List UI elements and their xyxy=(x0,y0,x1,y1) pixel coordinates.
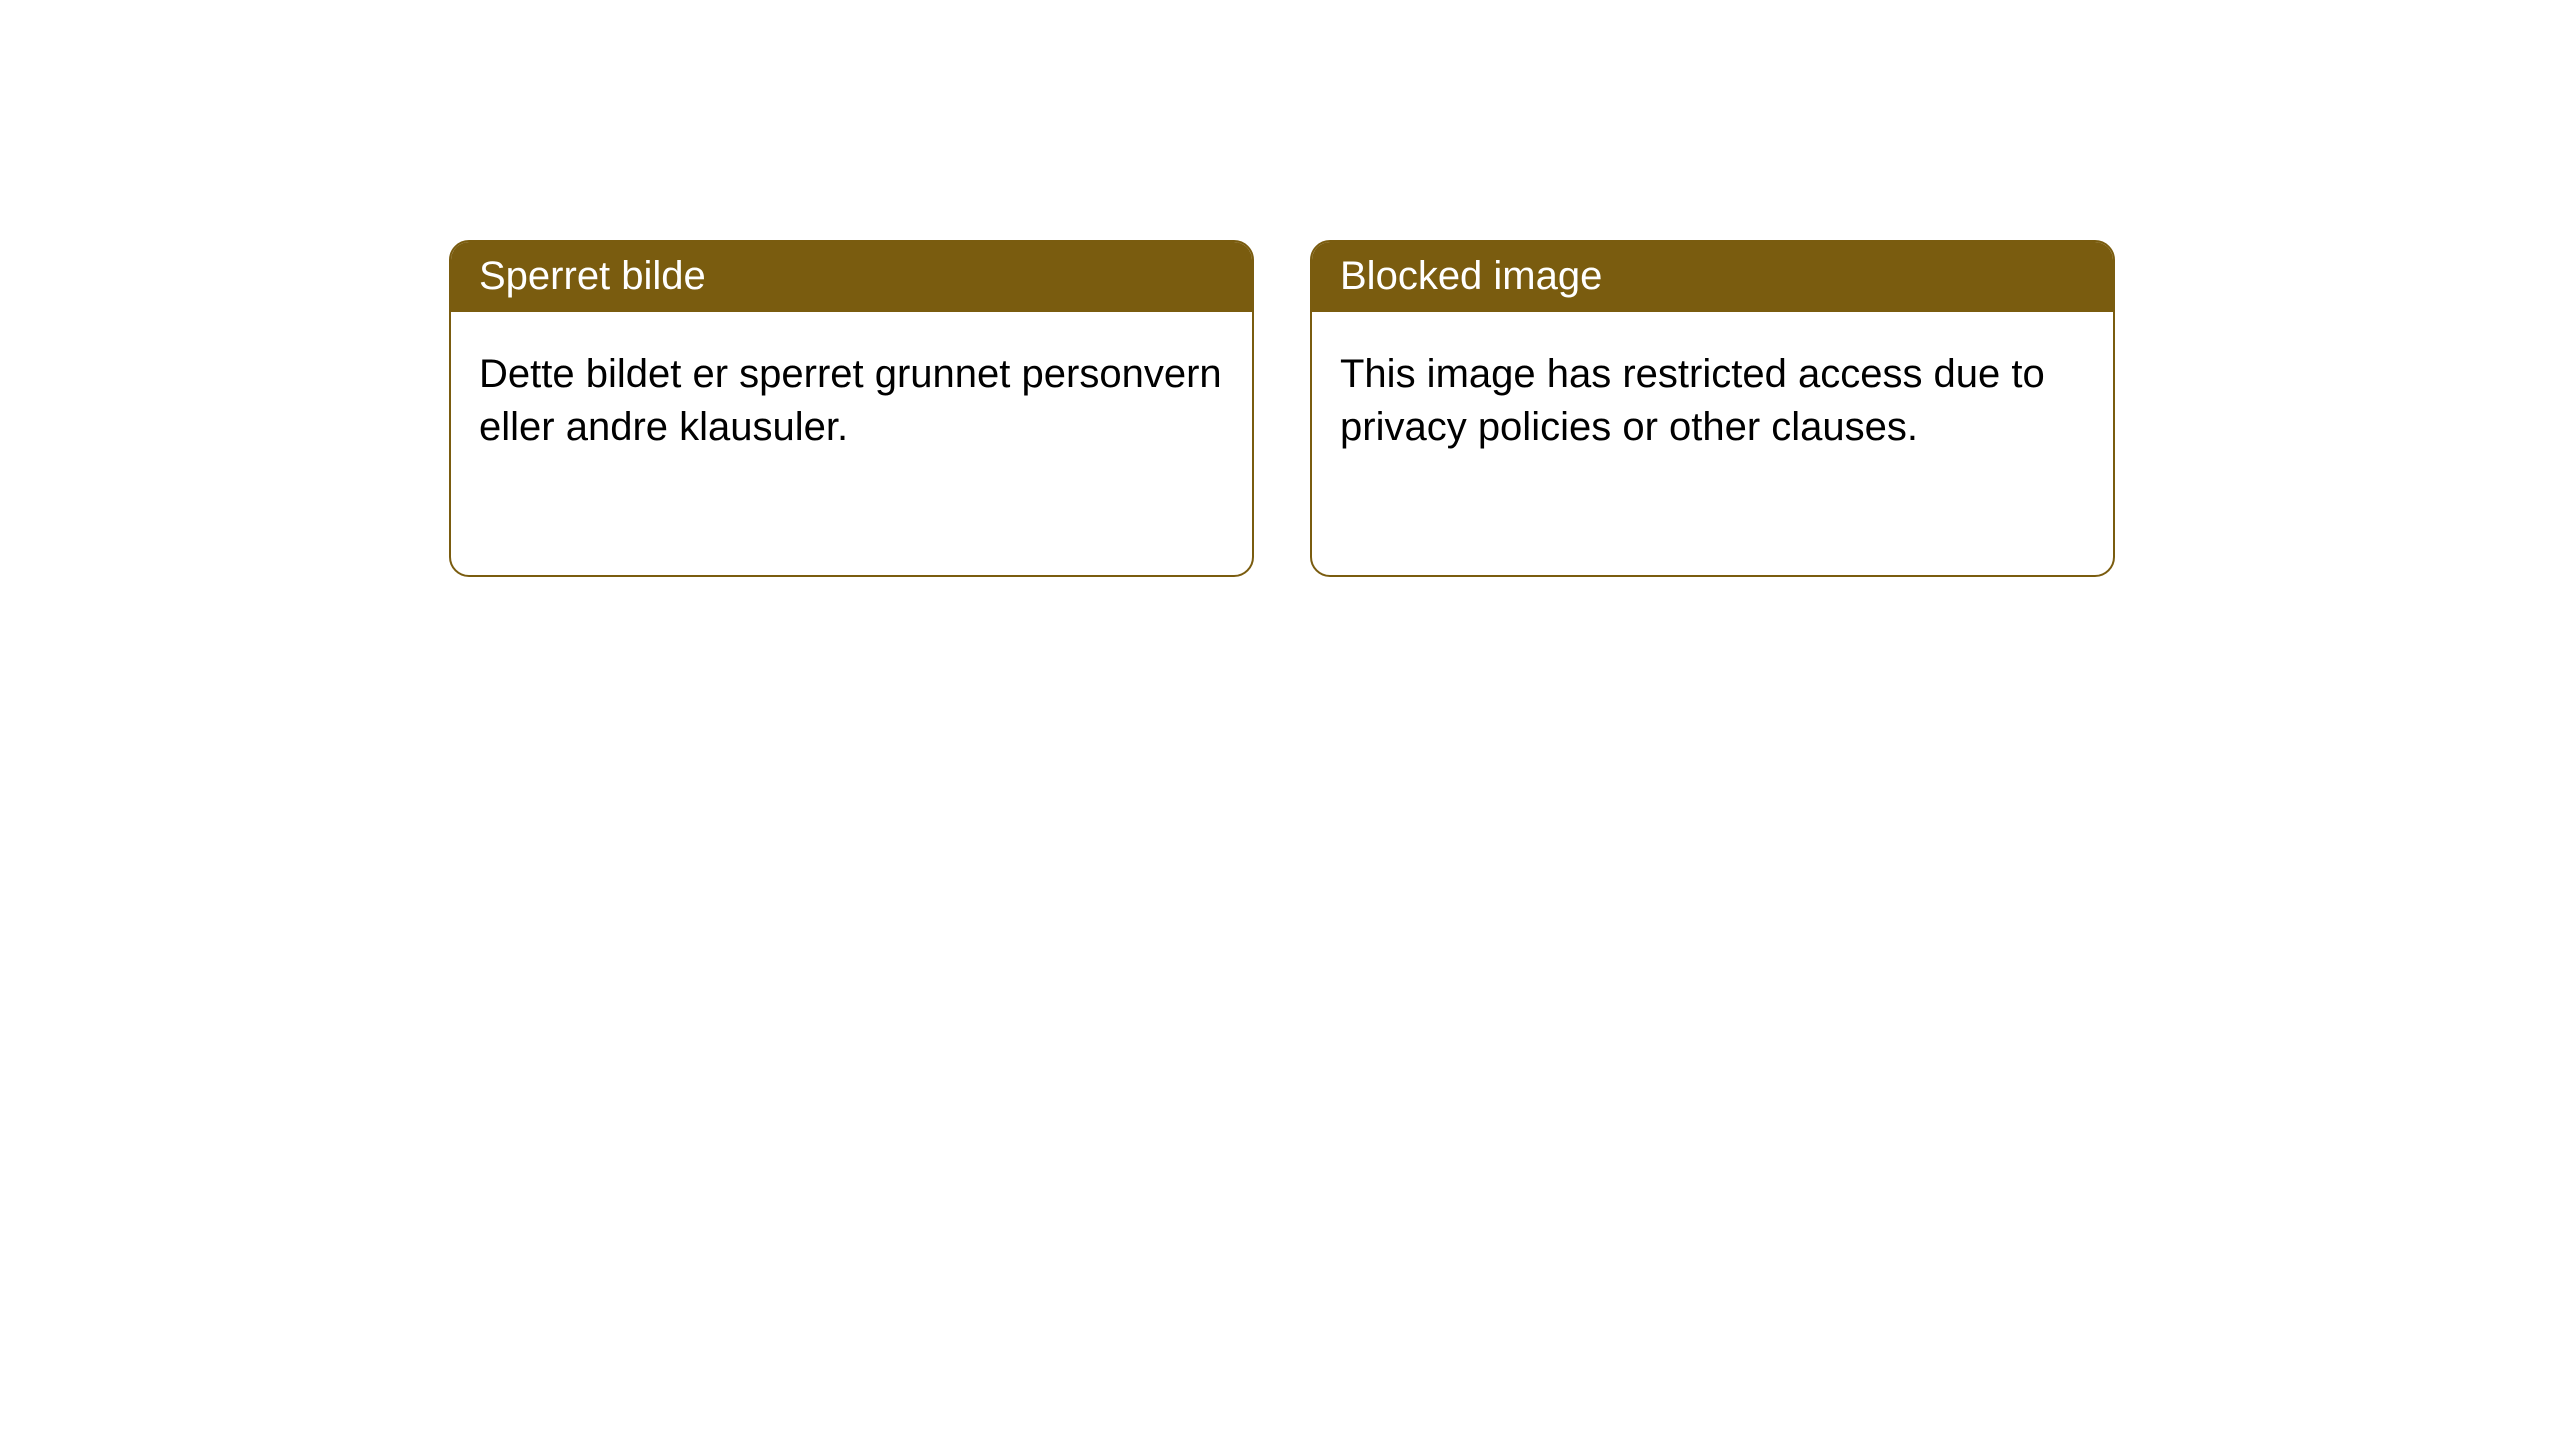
notice-title: Sperret bilde xyxy=(479,254,706,298)
notice-card-english: Blocked image This image has restricted … xyxy=(1310,240,2115,577)
notice-header-norwegian: Sperret bilde xyxy=(451,242,1252,312)
notice-container: Sperret bilde Dette bildet er sperret gr… xyxy=(0,0,2560,577)
notice-body-english: This image has restricted access due to … xyxy=(1312,312,2113,482)
notice-title: Blocked image xyxy=(1340,254,1602,298)
notice-card-norwegian: Sperret bilde Dette bildet er sperret gr… xyxy=(449,240,1254,577)
notice-body-norwegian: Dette bildet er sperret grunnet personve… xyxy=(451,312,1252,482)
notice-message: This image has restricted access due to … xyxy=(1340,352,2045,449)
notice-header-english: Blocked image xyxy=(1312,242,2113,312)
notice-message: Dette bildet er sperret grunnet personve… xyxy=(479,352,1222,449)
